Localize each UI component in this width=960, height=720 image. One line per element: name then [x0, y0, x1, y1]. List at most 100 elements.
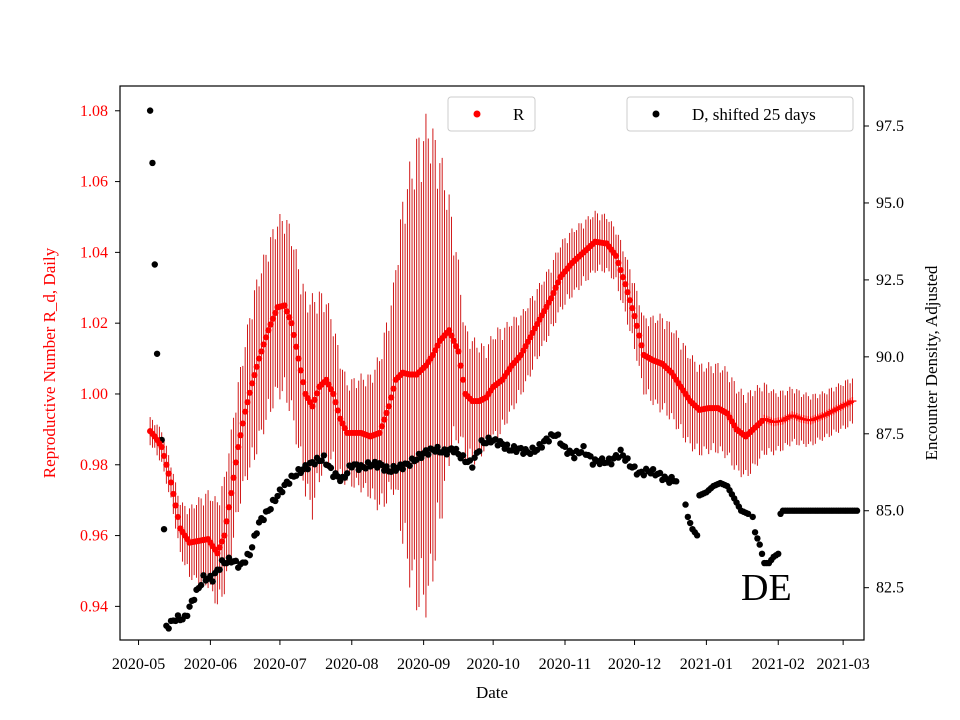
d-point	[605, 455, 613, 462]
r-point	[548, 295, 555, 302]
d-point	[406, 462, 413, 469]
d-point	[684, 513, 692, 521]
d-point	[292, 472, 300, 479]
r-point	[255, 355, 263, 362]
r-point	[172, 502, 179, 509]
d-point	[311, 461, 318, 468]
r-point	[216, 544, 223, 551]
r-point	[221, 532, 228, 539]
r-point	[228, 489, 235, 497]
d-point	[216, 566, 223, 573]
d-point	[165, 625, 172, 632]
r-point	[232, 459, 239, 466]
d-point	[160, 526, 168, 533]
r-point	[262, 334, 270, 341]
d-point	[153, 350, 161, 357]
r-point	[448, 332, 455, 339]
x-tick-label: 2021-01	[680, 656, 733, 673]
right-tick-label: 90.0	[876, 349, 904, 366]
d-point	[186, 603, 193, 610]
right-tick-label: 82.5	[876, 580, 904, 597]
d-point	[248, 544, 256, 551]
r-point	[290, 331, 297, 339]
country-annotation: DE	[741, 567, 792, 609]
d-point	[471, 454, 478, 461]
r-point	[615, 259, 622, 267]
d-point	[554, 431, 562, 438]
d-point	[561, 443, 569, 450]
d-point	[466, 457, 474, 464]
r-point	[385, 403, 392, 410]
legend-d-box	[626, 96, 854, 132]
legend-r-label: R	[513, 105, 525, 124]
r-point	[265, 327, 272, 334]
r-point	[636, 332, 643, 339]
d-point	[253, 530, 260, 537]
r-point	[295, 355, 302, 362]
r-point	[457, 362, 464, 369]
r-point	[434, 342, 441, 349]
r-point	[450, 337, 457, 344]
d-point	[343, 470, 351, 477]
x-tick-label: 2020-11	[539, 656, 592, 673]
right-axis-label: Encounter Density, Adjusted	[922, 265, 941, 460]
d-point	[640, 471, 648, 479]
d-point	[267, 505, 274, 513]
r-point	[214, 550, 221, 557]
r-point	[311, 396, 318, 403]
r-point	[429, 351, 436, 359]
legend-d-marker	[652, 110, 660, 118]
r-point	[332, 399, 339, 406]
x-tick-label: 2021-03	[816, 656, 869, 673]
d-point	[260, 516, 267, 524]
r-point	[242, 408, 249, 415]
right-tick-label: 85.0	[876, 503, 904, 520]
r-point	[286, 314, 293, 321]
d-point	[452, 445, 460, 453]
x-tick-label: 2020-05	[112, 656, 165, 673]
r-point	[225, 504, 233, 511]
left-axis-ticks: 0.94 0.96 0.98 1.00 1.02 1.04 1.06 1.08	[80, 103, 120, 615]
d-point	[624, 455, 631, 462]
r-point	[235, 443, 242, 451]
d-point	[304, 465, 311, 473]
d-point	[184, 612, 191, 620]
r-point	[633, 322, 640, 329]
d-point	[608, 461, 615, 468]
r-point	[624, 289, 631, 296]
r-point	[281, 302, 288, 309]
d-point	[146, 107, 154, 114]
r-point	[239, 420, 246, 427]
d-point	[200, 572, 207, 579]
d-point	[459, 452, 467, 459]
d-point	[754, 535, 761, 542]
d-point	[538, 444, 546, 451]
r-point	[165, 470, 172, 477]
left-tick-label: 1.04	[80, 244, 108, 261]
left-axis-label: Reproductive Number R_d, Daily	[40, 247, 59, 478]
x-tick-label: 2020-07	[253, 656, 306, 673]
r-point	[230, 474, 237, 481]
d-point	[775, 550, 782, 558]
r-point	[253, 363, 260, 370]
x-tick-label: 2020-12	[608, 656, 661, 673]
r-point	[629, 305, 636, 312]
r-series-points	[147, 238, 857, 557]
x-axis-label: Date	[476, 683, 508, 702]
left-tick-label: 1.06	[80, 174, 108, 191]
d-point	[619, 452, 627, 459]
d-point	[149, 159, 156, 167]
right-axis-ticks: 82.5 85.0 87.5 90.0 92.5 95.0 97.5	[864, 118, 904, 597]
d-point	[656, 469, 664, 477]
r-point	[617, 266, 624, 274]
left-tick-label: 0.96	[80, 528, 108, 545]
r-point	[167, 479, 175, 486]
r-point	[381, 416, 388, 423]
legend-r-box	[447, 96, 536, 132]
left-tick-label: 1.08	[80, 103, 108, 120]
r-point	[631, 312, 638, 320]
d-point	[241, 559, 249, 566]
d-point	[441, 446, 448, 453]
r-point	[269, 315, 277, 322]
